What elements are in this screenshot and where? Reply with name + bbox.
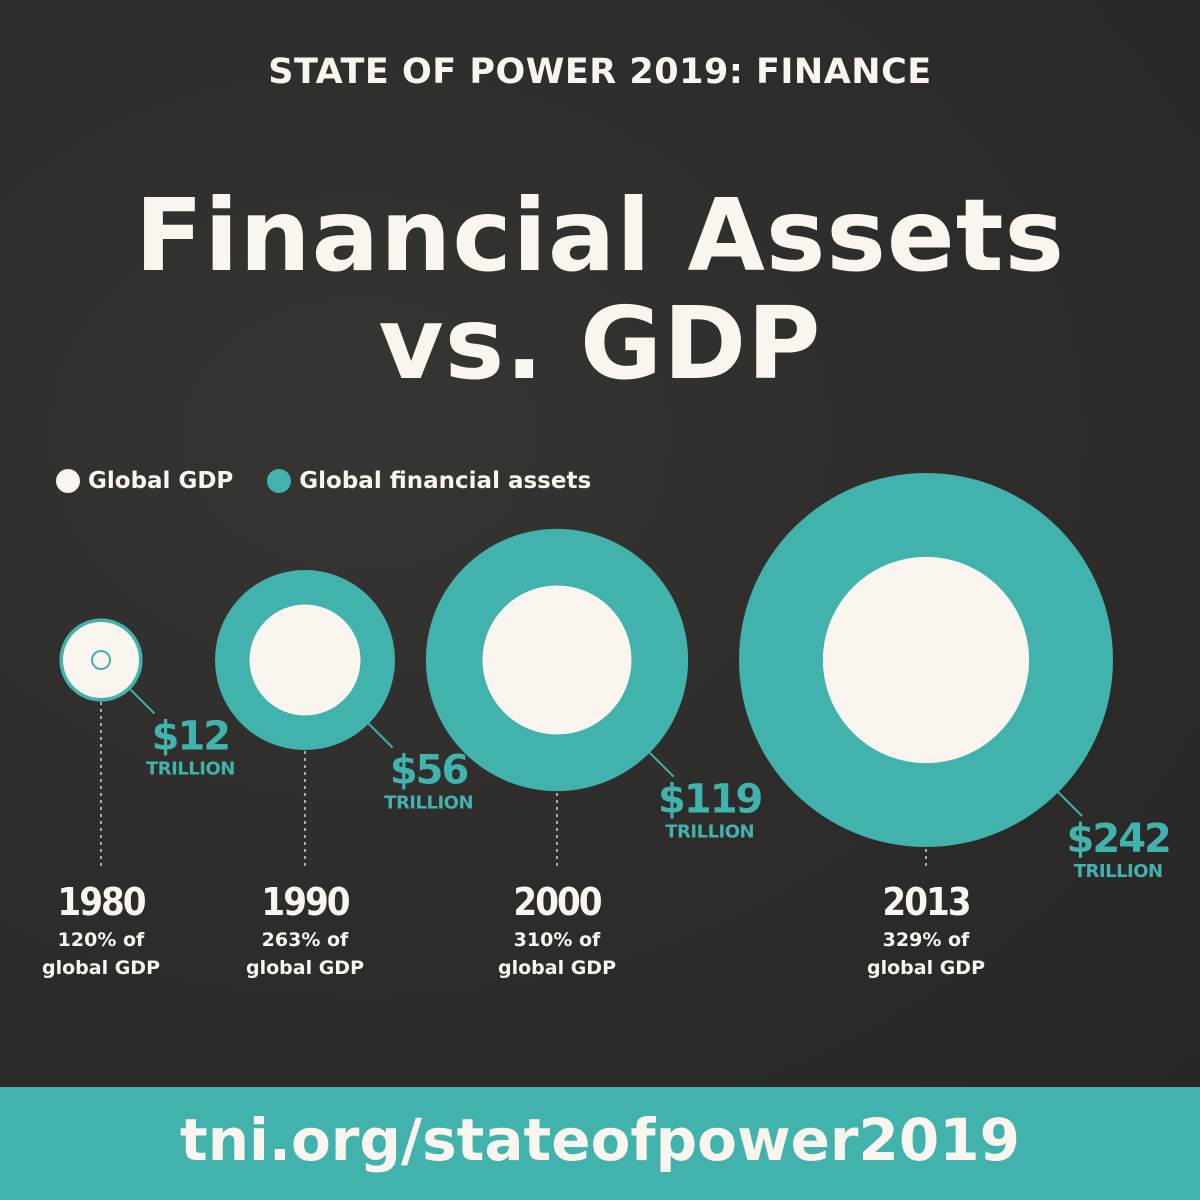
year-label-1980: 1980 [57,880,145,924]
legend-label-gdp: Global GDP [88,468,234,494]
ratio-label-line2-2013: global GDP [867,957,985,979]
gdp-bubble-outline-1980 [91,650,111,670]
footer-bar [0,1087,1200,1200]
assets-swatch [267,469,292,493]
leader-line-2000 [648,751,675,778]
legend-label-assets: Global financial assets [299,468,592,494]
year-label-2000: 2000 [513,880,601,924]
leader-line-2013 [1057,791,1083,817]
legend: Global GDP Global financial assets [56,464,625,498]
assets-unit-label-2000: TRILLION [665,822,754,843]
assets-value-label-2000: $119 [658,777,761,823]
assets-value-label-1990: $56 [390,748,468,794]
gdp-bubble-1990 [249,604,361,716]
year-label-1990: 1990 [261,880,349,924]
ratio-label-line2-1990: global GDP [246,957,364,979]
assets-unit-label-1980: TRILLION [146,758,235,779]
ratio-label-line1-1980: 120% of [58,929,145,951]
assets-value-label-1980: $12 [152,713,230,759]
kicker-title: STATE OF POWER 2019: FINANCE [268,52,932,92]
legend-item-assets: Global financial assets [267,468,591,494]
ratio-label-line2-2000: global GDP [498,957,616,979]
ratio-label-line2-1980: global GDP [42,957,160,979]
gdp-swatch [56,469,80,493]
gdp-bubble-2000 [482,585,632,735]
title-line-1: Financial Assets [134,177,1066,294]
legend-item-gdp: Global GDP [56,468,233,494]
assets-unit-label-1990: TRILLION [384,793,473,814]
ratio-label-line1-2013: 329% of [883,929,970,951]
leader-line-1980 [129,688,156,715]
gdp-bubble-2013 [822,556,1030,764]
title-line-2: vs. GDP [378,285,822,402]
footer-url: tni.org/stateofpower2019 [180,1106,1020,1174]
ratio-label-line1-2000: 310% of [514,929,601,951]
leader-line-1990 [367,722,394,749]
page-title: Financial Assets vs. GDP [0,182,1200,398]
assets-value-label-2013: $242 [1067,816,1170,862]
assets-unit-label-2013: TRILLION [1074,861,1163,882]
ratio-label-line1-1990: 263% of [262,929,349,951]
year-label-2013: 2013 [882,880,969,924]
